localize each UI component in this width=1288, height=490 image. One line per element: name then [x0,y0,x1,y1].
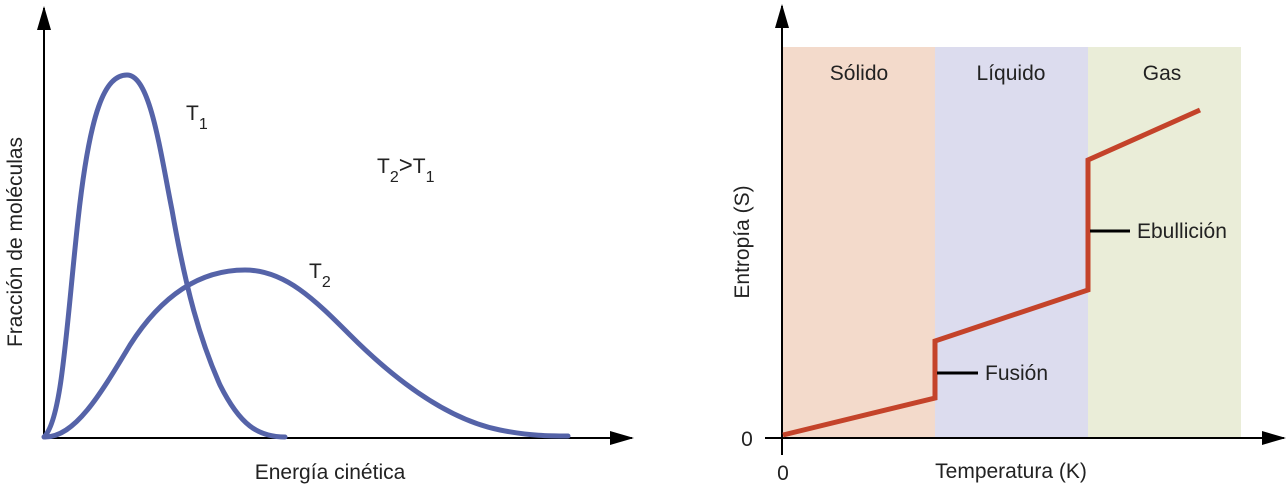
y-axis-label: Fracción de moléculas [4,137,27,347]
annotation-t2-greater-t1: T2>T1 [377,152,435,186]
entropy-temperature-chart: Sólido Líquido Gas Fusión Ebullición 0 0… [731,4,1286,485]
curve-t1 [41,72,288,440]
x-axis-label: Energía cinética [255,461,406,484]
label-t1: T1 [186,102,208,133]
x-origin-label: 0 [777,462,789,485]
y-axis-label: Entropía (S) [731,185,754,298]
entropy-line [782,107,1202,438]
region-label-gas: Gas [1143,62,1182,85]
curve-t2 [42,267,571,440]
y-origin-label: 0 [741,428,753,451]
region-solid [783,47,935,437]
x-axis-label: Temperatura (K) [935,460,1087,483]
boiling-label: Ebullición [1137,220,1227,243]
region-label-solid: Sólido [830,62,888,85]
label-t2: T2 [309,260,331,291]
fusion-label: Fusión [985,362,1048,385]
region-gas [1088,47,1241,437]
region-label-liquid: Líquido [977,62,1046,85]
maxwell-boltzmann-chart: T1 T2 T2>T1 Energía cinética Fracción de… [4,6,634,484]
